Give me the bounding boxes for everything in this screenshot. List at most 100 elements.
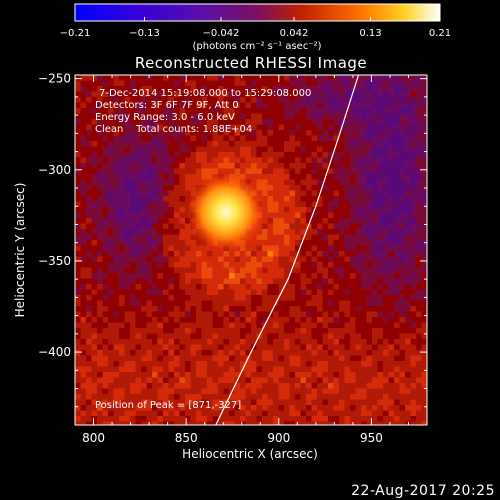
- heatmap-cell: [366, 289, 373, 296]
- heatmap-cell: [185, 295, 191, 301]
- heatmap-cell: [344, 223, 351, 230]
- heatmap-cell: [405, 207, 411, 213]
- heatmap-cell: [361, 119, 367, 125]
- heatmap-cell: [289, 328, 296, 334]
- heatmap-cell: [119, 179, 125, 186]
- heatmap-cell: [168, 234, 175, 241]
- heatmap-cell: [207, 399, 213, 406]
- heatmap-cell: [157, 135, 164, 142]
- heatmap-cell: [284, 355, 290, 362]
- heatmap-cell: [124, 240, 131, 246]
- heatmap-cell: [86, 322, 92, 329]
- heatmap-cell: [157, 174, 164, 180]
- heatmap-cell: [355, 130, 362, 136]
- heatmap-cell: [333, 361, 340, 367]
- heatmap-cell: [229, 394, 235, 400]
- heatmap-cell: [339, 306, 345, 312]
- heatmap-cell: [251, 306, 257, 312]
- heatmap-cell: [262, 91, 268, 98]
- heatmap-cell: [350, 113, 356, 120]
- heatmap-cell: [75, 421, 81, 425]
- heatmap-cell: [201, 135, 208, 142]
- heatmap-cell: [207, 75, 213, 81]
- heatmap-cell: [179, 416, 186, 422]
- heatmap-cell: [135, 97, 142, 103]
- heatmap-cell: [300, 251, 307, 257]
- heatmap-cell: [322, 355, 329, 362]
- heatmap-cell: [278, 361, 285, 367]
- heatmap-cell: [157, 80, 164, 87]
- heatmap-cell: [344, 152, 351, 158]
- heatmap-cell: [91, 218, 98, 224]
- heatmap-cell: [284, 91, 290, 98]
- heatmap-cell: [284, 108, 290, 114]
- heatmap-cell: [179, 119, 186, 125]
- heatmap-cell: [388, 201, 395, 208]
- heatmap-cell: [196, 256, 202, 263]
- heatmap-cell: [278, 421, 285, 425]
- heatmap-cell: [218, 366, 224, 373]
- heatmap-cell: [152, 245, 158, 252]
- heatmap-cell: [300, 146, 307, 153]
- heatmap-cell: [388, 174, 395, 180]
- heatmap-cell: [383, 322, 389, 329]
- heatmap-cell: [179, 284, 186, 290]
- heatmap-cell: [119, 284, 125, 290]
- heatmap-cell: [366, 141, 373, 147]
- heatmap-cell: [102, 284, 109, 290]
- heatmap-cell: [196, 355, 202, 362]
- heatmap-cell: [124, 388, 131, 395]
- heatmap-cell: [130, 119, 136, 125]
- heatmap-cell: [410, 223, 417, 230]
- heatmap-cell: [421, 152, 427, 158]
- heatmap-cell: [284, 377, 290, 384]
- heatmap-cell: [108, 234, 114, 241]
- heatmap-cell: [399, 284, 406, 290]
- heatmap-cell: [317, 124, 323, 131]
- heatmap-cell: [97, 196, 103, 202]
- heatmap-cell: [295, 212, 301, 219]
- heatmap-cell: [416, 218, 422, 224]
- heatmap-cell: [416, 284, 422, 290]
- heatmap-cell: [91, 333, 98, 340]
- heatmap-cell: [135, 421, 142, 425]
- heatmap-cell: [339, 388, 345, 395]
- heatmap-cell: [108, 97, 114, 103]
- heatmap-cell: [383, 394, 389, 400]
- heatmap-cell: [196, 284, 202, 290]
- heatmap-cell: [212, 410, 219, 417]
- heatmap-cell: [245, 267, 252, 274]
- heatmap-cell: [322, 157, 329, 164]
- heatmap-cell: [135, 234, 142, 241]
- heatmap-cell: [141, 306, 147, 312]
- heatmap-cell: [361, 80, 367, 87]
- heatmap-cell: [119, 130, 125, 136]
- heatmap-cell: [262, 146, 268, 153]
- heatmap-cell: [75, 196, 81, 202]
- heatmap-cell: [322, 152, 329, 158]
- heatmap-cell: [394, 344, 400, 351]
- heatmap-cell: [256, 91, 263, 98]
- heatmap-cell: [157, 361, 164, 367]
- heatmap-cell: [366, 355, 373, 362]
- heatmap-cell: [86, 355, 92, 362]
- heatmap-cell: [251, 289, 257, 296]
- heatmap-cell: [174, 135, 180, 142]
- heatmap-cell: [152, 108, 158, 114]
- heatmap-cell: [394, 377, 400, 384]
- heatmap-cell: [256, 152, 263, 158]
- heatmap-cell: [410, 355, 417, 362]
- heatmap-cell: [405, 350, 411, 356]
- heatmap-cell: [157, 416, 164, 422]
- heatmap-cell: [157, 256, 164, 263]
- heatmap-cell: [130, 157, 136, 164]
- heatmap-cell: [174, 322, 180, 329]
- heatmap-cell: [333, 388, 340, 395]
- heatmap-cell: [350, 152, 356, 158]
- heatmap-cell: [377, 262, 384, 268]
- heatmap-cell: [355, 135, 362, 142]
- heatmap-cell: [399, 383, 406, 389]
- heatmap-cell: [113, 130, 120, 136]
- heatmap-cell: [311, 251, 318, 257]
- heatmap-cell: [229, 421, 235, 425]
